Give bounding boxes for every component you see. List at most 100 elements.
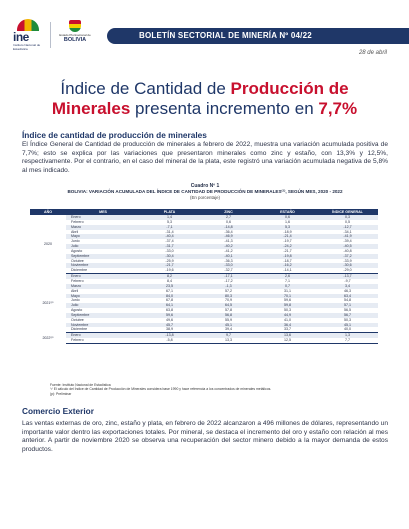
value-cell: 39,4 (199, 327, 258, 334)
production-index-table: AÑO MES PLATA ZINC ESTAÑO ÍNDICE GENERAL… (30, 209, 378, 344)
ine-logo: ine Instituto Nacional de Estadística (13, 19, 47, 51)
value-cell: 59,8 (258, 303, 317, 309)
trade-paragraph: Las ventas externas de oro, zinc, estaño… (22, 420, 388, 453)
table-row: Noviembre 45,7 45,1 36,4 45,1 (30, 322, 378, 328)
ine-logo-text: ine (13, 30, 29, 44)
publication-date: 28 de abril (358, 50, 387, 56)
table-row: Septiembre -30,4 -40,1 -19,8 -37,2 (30, 253, 378, 259)
table-row: Agosto 63,8 57,8 50,3 56,5 (30, 308, 378, 313)
month-cell: Septiembre (66, 253, 140, 259)
month-cell: Marzo (66, 224, 140, 230)
month-cell: Noviembre (66, 322, 140, 328)
table-row: Abril 67,1 57,2 31,1 46,3 (30, 289, 378, 294)
table-row: 2020 Enero 1,4 2,7 0,6 0,3 (30, 215, 378, 274)
value-cell: -40,5 (317, 244, 378, 249)
value-cell: -17,2 (224, 278, 233, 283)
value-cell: -39,4 (343, 239, 352, 244)
value-cell: -41,2 (224, 248, 233, 253)
value-cell: -17,1 (199, 273, 258, 279)
bolivia-logo: Estado Plurinacional de BOLIVIA (54, 20, 96, 43)
value-cell: 40,0 (317, 327, 378, 334)
value-cell: -37,4 (165, 239, 174, 244)
value-cell: 7,7 (317, 338, 378, 344)
value-cell: -21,7 (283, 248, 292, 253)
table-row: Febrero 5,3 0,6 1,6 0,5 (30, 220, 378, 225)
value-cell: -36,3 (224, 258, 233, 263)
value-cell: -30,4 (140, 253, 199, 259)
table-row: Mayo 84,0 80,3 70,1 63,4 (30, 293, 378, 299)
month-cell: Agosto (71, 248, 83, 253)
table-number: Cuadro Nº 1 (190, 183, 220, 189)
table-row: Diciembre -19,6 -32,7 -14,1 -29,0 (30, 268, 378, 275)
value-cell: -16,2 (258, 263, 317, 269)
value-cell: 5,3 (258, 224, 317, 230)
value-cell: -40,1 (199, 253, 258, 259)
value-cell: 57,1 (317, 303, 378, 309)
column-header: PLATA (140, 209, 199, 215)
value-cell: -36,4 (224, 229, 233, 234)
value-cell: -1,3 (199, 283, 258, 289)
year-cell: 2021⁽ᵖ⁾ (30, 273, 66, 333)
table-row: Octubre 49,6 55,9 41,0 50,3 (30, 318, 378, 323)
value-cell: 41,0 (284, 317, 291, 322)
table-header-row: AÑO MES PLATA ZINC ESTAÑO ÍNDICE GENERAL (30, 209, 378, 215)
value-cell: 50,3 (344, 317, 351, 322)
value-cell: 45,1 (317, 322, 378, 328)
value-cell: 0,5 (345, 219, 350, 224)
column-header: ZINC (199, 209, 258, 215)
table-row: Julio 64,1 64,5 59,8 57,1 (30, 303, 378, 309)
value-cell: -32,7 (199, 268, 258, 275)
value-cell: 9,7 (199, 332, 258, 339)
value-cell: 59,6 (140, 312, 199, 318)
table-footnote: ⁽¹⁾ El cálculo del Índice de Cantidad de… (50, 387, 272, 392)
value-cell: 36,4 (258, 322, 317, 328)
value-cell: 0,6 (226, 219, 231, 224)
value-cell: 13,6 (258, 332, 317, 339)
month-cell: Agosto (71, 308, 83, 313)
value-cell: -40,2 (199, 244, 258, 249)
month-cell: Mayo (66, 234, 140, 240)
value-cell: -41,3 (224, 239, 233, 244)
bulletin-banner: BOLETÍN SECTORIAL DE MINERÍA Nº 04/22 (107, 28, 409, 44)
bolivia-shield-icon (69, 20, 81, 32)
value-cell: 63,4 (317, 293, 378, 299)
value-cell: -41,9 (317, 234, 378, 240)
value-cell: -31,4 (165, 229, 174, 234)
value-cell: -18,9 (283, 229, 292, 234)
month-cell: Junio (71, 298, 80, 303)
table-preliminary-note: (p): Preliminar (50, 391, 72, 396)
month-cell: Enero (66, 332, 140, 339)
value-cell: -13,7 (317, 273, 378, 279)
month-cell: Julio (66, 303, 140, 309)
value-cell: 33,7 (258, 327, 317, 334)
table-row: Agosto -33,0 -41,2 -21,7 -40,8 (30, 249, 378, 254)
value-cell: 0,7 (258, 283, 317, 289)
value-cell: -7,1 (140, 224, 199, 230)
value-cell: -12,7 (317, 224, 378, 230)
value-cell: 13,3 (199, 338, 258, 344)
value-cell: -34,1 (343, 229, 352, 234)
title-part: Índice de Cantidad de (60, 79, 231, 98)
value-cell: 7,1 (285, 278, 290, 283)
month-cell: Enero (66, 215, 140, 220)
value-cell: 45,7 (140, 322, 199, 328)
table-row: Marzo 23,5 -1,3 0,7 3,4 (30, 283, 378, 289)
table-title: BOLIVIA: VARIACIÓN ACUMULADA DEL ÍNDICE … (67, 189, 343, 194)
value-cell: -40,8 (343, 248, 352, 253)
value-cell: 2,7 (199, 215, 258, 220)
value-cell: 8,2 (140, 273, 199, 279)
table-notes: Fuente: Instituto Nacional de Estadístic… (50, 383, 370, 396)
month-cell: Diciembre (66, 268, 140, 275)
title-highlight: Minerales (51, 99, 131, 118)
table-row: Septiembre 59,6 56,8 44,9 56,7 (30, 312, 378, 318)
production-paragraph: El Índice General de Cantidad de producc… (22, 141, 388, 174)
bulletin-title: BOLETÍN SECTORIAL DE MINERÍA Nº 04/22 (139, 31, 312, 40)
value-cell: 12,5 (258, 338, 317, 344)
value-cell: -19,6 (140, 268, 199, 275)
ine-logo-icon (17, 19, 39, 31)
value-cell: -40,4 (140, 234, 199, 240)
value-cell: 8,4 (167, 278, 172, 283)
logo-divider (50, 22, 51, 48)
value-cell: -21,4 (258, 234, 317, 240)
month-cell: Octubre (71, 317, 84, 322)
